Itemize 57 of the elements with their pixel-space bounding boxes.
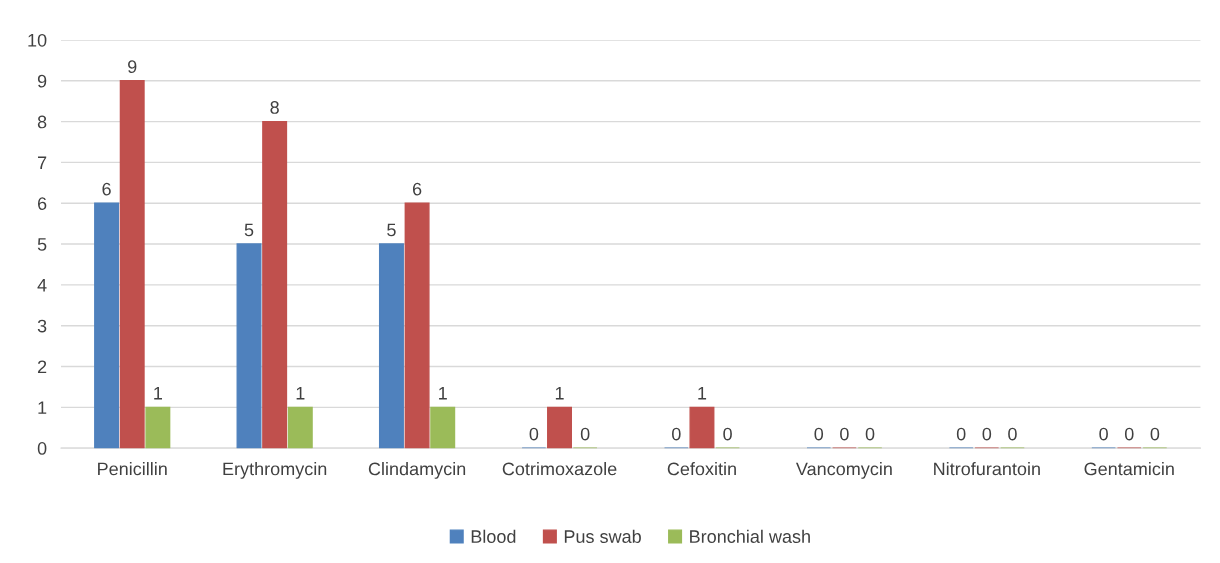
legend-label: Bronchial wash [690, 529, 810, 543]
bar [689, 406, 715, 449]
data-label: 0 [956, 427, 966, 441]
data-label: 0 [529, 427, 539, 441]
bar [430, 406, 456, 449]
x-tick-label: Vancomycin [795, 462, 892, 479]
x-tick-label: Erythromycin [223, 462, 327, 479]
data-label: 0 [1150, 427, 1160, 441]
bar [94, 202, 120, 449]
data-label: 6 [102, 182, 111, 196]
bar [236, 243, 262, 449]
data-label: 6 [412, 182, 422, 196]
y-tick-label: 7 [38, 156, 47, 169]
y-tick-label: 3 [37, 319, 47, 333]
bar [287, 406, 313, 449]
x-tick-label: Nitrofurantoin [934, 462, 1040, 476]
data-label: 8 [270, 101, 279, 114]
data-label: 9 [128, 60, 137, 74]
y-tick-label: 1 [38, 401, 47, 414]
data-label: 1 [296, 387, 305, 400]
y-tick-label: 2 [37, 360, 47, 374]
data-label: 5 [244, 223, 254, 237]
data-label: 0 [814, 427, 824, 441]
data-label: 0 [723, 427, 732, 441]
data-label: 0 [1099, 427, 1108, 441]
legend-label: Pus swab [564, 529, 641, 543]
bar [404, 202, 430, 449]
y-tick-label: 5 [37, 238, 47, 251]
y-tick-label: 4 [37, 279, 47, 292]
y-tick-label: 9 [37, 74, 47, 88]
x-tick-label: Cefoxitin [667, 462, 736, 476]
x-tick-label: Gentamicin [1084, 462, 1174, 476]
y-tick-label: 10 [28, 33, 47, 47]
y-tick-label: 8 [37, 115, 47, 129]
bar [378, 243, 404, 449]
bar [262, 120, 288, 449]
data-label: 1 [439, 387, 447, 400]
data-label: 0 [982, 427, 992, 441]
bar [547, 406, 573, 449]
x-tick-label: Penicillin [98, 462, 167, 476]
data-label: 1 [698, 387, 707, 400]
bar [145, 406, 171, 449]
bar [119, 80, 145, 449]
data-label: 1 [154, 387, 162, 400]
data-label: 1 [555, 387, 564, 400]
x-tick-label: Cotrimoxazole [502, 462, 617, 476]
data-label: 0 [840, 427, 849, 441]
data-label: 0 [672, 427, 681, 441]
data-label: 5 [387, 223, 396, 237]
x-tick-label: Clindamycin [368, 462, 466, 479]
y-tick-label: 0 [37, 442, 47, 455]
data-label: 0 [1124, 427, 1134, 441]
y-tick-label: 6 [37, 197, 47, 210]
data-label: 0 [580, 427, 590, 441]
data-label: 0 [1008, 427, 1017, 441]
legend-label: Blood [471, 529, 516, 543]
data-label: 0 [865, 427, 875, 441]
